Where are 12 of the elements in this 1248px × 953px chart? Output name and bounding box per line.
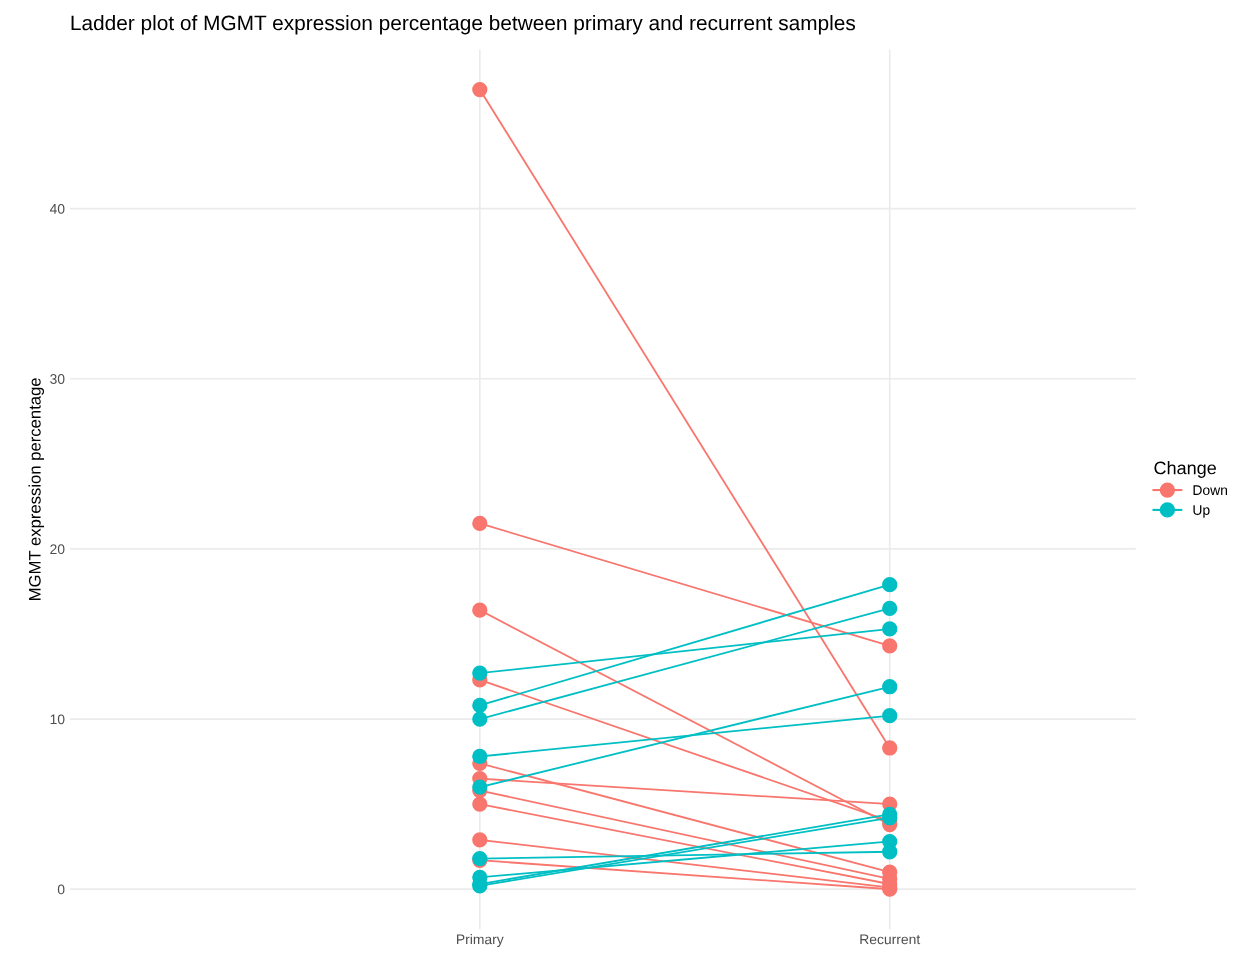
x-tick-label: Recurrent (860, 934, 921, 945)
legend-label: Up (1193, 505, 1210, 518)
legend-label: Down (1193, 485, 1228, 496)
legend-title: Change (1154, 461, 1216, 478)
chart-title: Ladder plot of MGMT expression percentage between primary and recurrent samples (71, 15, 856, 35)
y-tick-label: 30 (50, 374, 65, 384)
x-tick-label: Primary (457, 934, 504, 947)
y-tick-label: 10 (50, 714, 65, 725)
y-tick-label: 20 (50, 544, 65, 555)
y-axis-title: MGMT expression percentage (28, 378, 45, 600)
y-tick-label: 40 (49, 203, 65, 214)
y-tick-label: 0 (57, 884, 65, 895)
